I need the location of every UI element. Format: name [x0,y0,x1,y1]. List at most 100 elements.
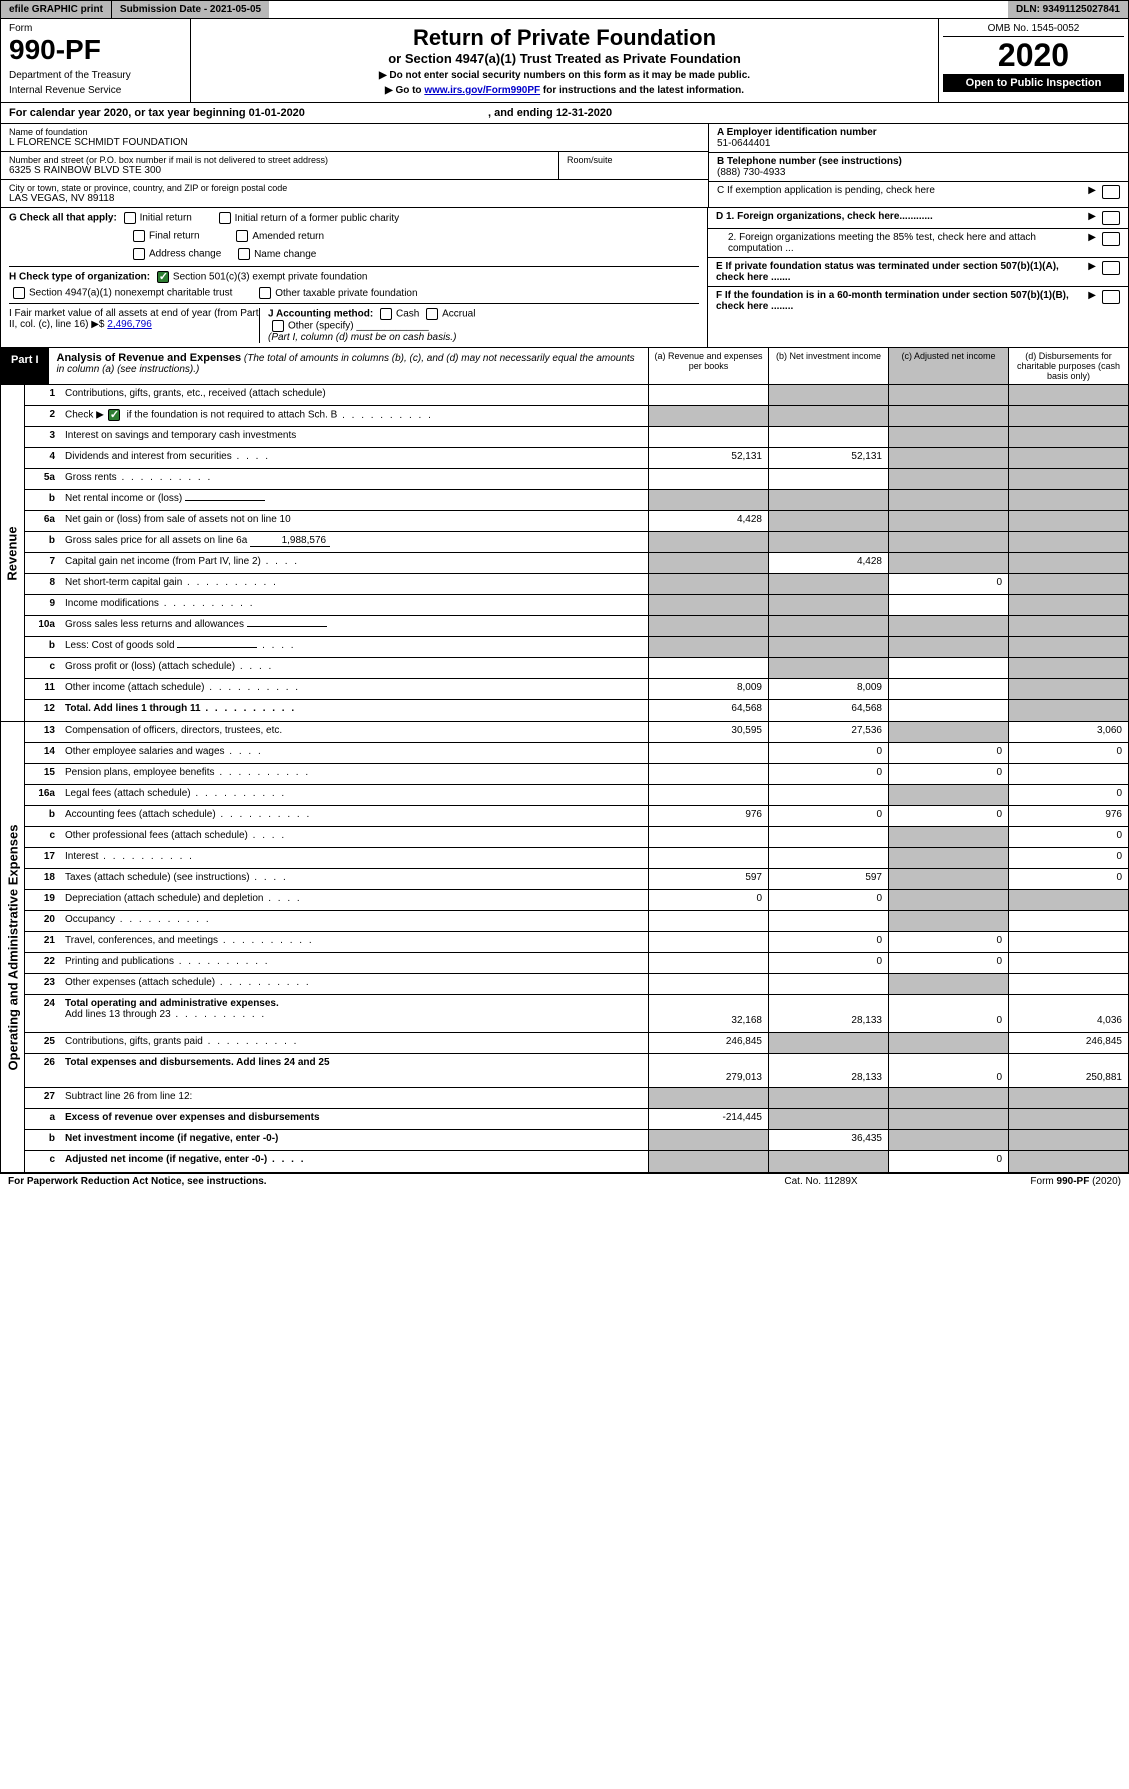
submission-date: Submission Date - 2021-05-05 [111,1,269,18]
val-13b: 27,536 [768,722,888,742]
col-a-header: (a) Revenue and expenses per books [648,348,768,384]
row-13: Compensation of officers, directors, tru… [61,722,648,742]
other-taxable-label: Other taxable private foundation [275,288,417,299]
val-14c: 0 [888,743,1008,763]
row-23: Other expenses (attach schedule) [61,974,648,994]
cal-end: , and ending 12-31-2020 [488,107,612,119]
cash-label: Cash [396,309,419,320]
entity-info: Name of foundation L FLORENCE SCHMIDT FO… [0,124,1129,208]
val-21b: 0 [768,932,888,952]
city-label: City or town, state or province, country… [9,183,700,193]
goto-note: ▶ Go to www.irs.gov/Form990PF for instru… [197,85,932,96]
expenses-side-label: Operating and Administrative Expenses [5,824,20,1070]
val-16ba: 976 [648,806,768,826]
d2-checkbox[interactable] [1102,232,1120,246]
val-12b: 64,568 [768,700,888,721]
other-method-checkbox[interactable] [272,320,284,332]
f-checkbox[interactable] [1102,290,1120,304]
col-c-header: (c) Adjusted net income [888,348,1008,384]
c-checkbox[interactable] [1102,185,1120,199]
j-note: (Part I, column (d) must be on cash basi… [268,332,699,343]
room-label: Room/suite [567,155,700,165]
dln-label: DLN: 93491125027841 [1008,1,1128,18]
part1-title: Analysis of Revenue and Expenses [57,352,242,364]
form-subtitle: or Section 4947(a)(1) Trust Treated as P… [197,51,932,66]
dept-treasury: Department of the Treasury [9,70,182,81]
f-label: F If the foundation is in a 60-month ter… [716,290,1069,312]
row-3: Interest on savings and temporary cash i… [61,427,648,447]
addr-label: Number and street (or P.O. box number if… [9,155,550,165]
other-taxable-checkbox[interactable] [259,287,271,299]
val-24b: 28,133 [768,995,888,1032]
row-21: Travel, conferences, and meetings [61,932,648,952]
row-16c: Other professional fees (attach schedule… [61,827,648,847]
val-16bb: 0 [768,806,888,826]
val-19a: 0 [648,890,768,910]
irs-link[interactable]: www.irs.gov/Form990PF [424,85,540,96]
name-change-checkbox[interactable] [238,248,250,260]
open-public: Open to Public Inspection [943,74,1124,92]
val-26a: 279,013 [648,1054,768,1087]
val-17d: 0 [1008,848,1128,868]
foundation-name: L FLORENCE SCHMIDT FOUNDATION [9,137,700,148]
omb-number: OMB No. 1545-0052 [943,23,1124,37]
cash-checkbox[interactable] [380,308,392,320]
val-27a: -214,445 [648,1109,768,1129]
goto-pre: ▶ Go to [385,85,424,96]
val-18d: 0 [1008,869,1128,889]
initial-former-checkbox[interactable] [219,212,231,224]
name-change-label: Name change [254,249,316,260]
amended-label: Amended return [252,231,324,242]
paperwork-notice: For Paperwork Reduction Act Notice, see … [8,1176,721,1187]
row-18: Taxes (attach schedule) (see instruction… [61,869,648,889]
row-26: Total expenses and disbursements. Add li… [61,1054,648,1087]
row-8: Net short-term capital gain [61,574,648,594]
accrual-checkbox[interactable] [426,308,438,320]
row-19: Depreciation (attach schedule) and deple… [61,890,648,910]
phone-value: (888) 730-4933 [717,167,1120,178]
501c3-checkbox[interactable] [157,271,169,283]
phone-label: B Telephone number (see instructions) [717,156,1120,167]
val-14d: 0 [1008,743,1128,763]
row-27: Subtract line 26 from line 12: [61,1088,648,1108]
form-label: Form [9,23,182,34]
val-6a: 4,428 [648,511,768,531]
h-label: H Check type of organization: [9,272,150,283]
row-17: Interest [61,848,648,868]
c-exemption-label: C If exemption application is pending, c… [717,185,1088,199]
city-state-zip: LAS VEGAS, NV 89118 [9,193,700,204]
initial-return-label: Initial return [140,213,192,224]
part1-tab: Part I [1,348,49,384]
e-checkbox[interactable] [1102,261,1120,275]
other-method-label: Other (specify) [288,321,354,332]
addr-change-checkbox[interactable] [133,248,145,260]
val-11a: 8,009 [648,679,768,699]
sch-b-checkbox[interactable] [108,409,120,421]
val-22c: 0 [888,953,1008,973]
row-10a: Gross sales less returns and allowances [61,616,648,636]
row-6a: Net gain or (loss) from sale of assets n… [61,511,648,531]
501c3-label: Section 501(c)(3) exempt private foundat… [173,272,368,283]
val-12a: 64,568 [648,700,768,721]
val-25a: 246,845 [648,1033,768,1053]
val-16cd: 0 [1008,827,1128,847]
4947-checkbox[interactable] [13,287,25,299]
checks-section: G Check all that apply: Initial return I… [0,208,1129,348]
row-1: Contributions, gifts, grants, etc., rece… [61,385,648,405]
d1-checkbox[interactable] [1102,211,1120,225]
amended-checkbox[interactable] [236,230,248,242]
d1-label: D 1. Foreign organizations, check here..… [716,211,933,222]
val-8c: 0 [888,574,1008,594]
val-24c: 0 [888,995,1008,1032]
final-return-checkbox[interactable] [133,230,145,242]
val-18a: 597 [648,869,768,889]
i-fmv-value[interactable]: 2,496,796 [107,319,152,330]
initial-return-checkbox[interactable] [124,212,136,224]
efile-label[interactable]: efile GRAPHIC print [1,1,111,18]
revenue-side-label: Revenue [5,526,20,580]
page-footer: For Paperwork Reduction Act Notice, see … [0,1173,1129,1189]
form-header: Form 990-PF Department of the Treasury I… [0,19,1129,103]
irs-label: Internal Revenue Service [9,85,182,96]
val-26d: 250,881 [1008,1054,1128,1087]
row-11: Other income (attach schedule) [61,679,648,699]
